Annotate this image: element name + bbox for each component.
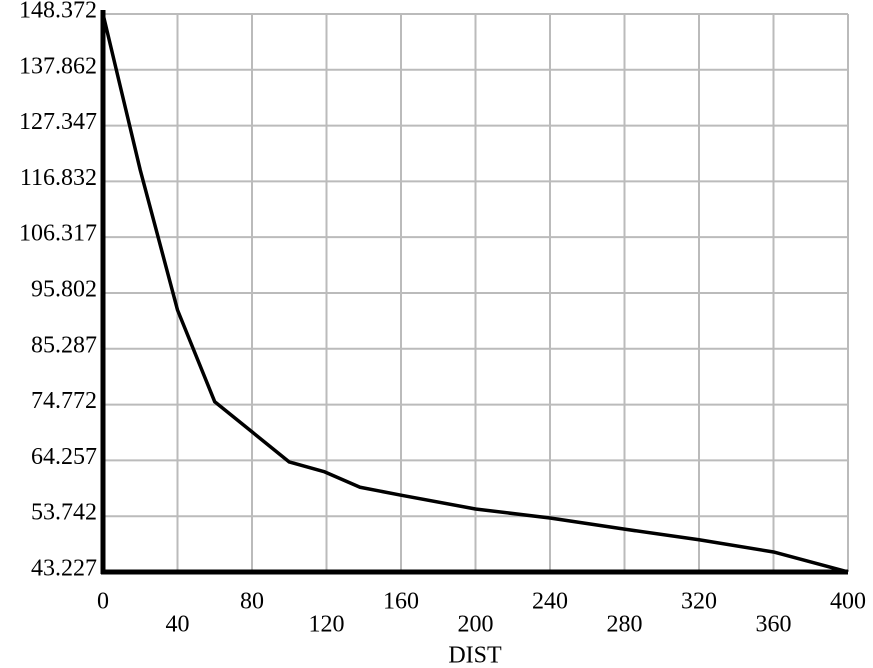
x-tick-label: 400 <box>830 589 866 615</box>
y-tick-label: 43.227 <box>31 556 97 582</box>
x-tick-label: 40 <box>166 612 190 638</box>
y-tick-label: 53.742 <box>31 500 97 526</box>
y-tick-label: 64.257 <box>31 444 97 470</box>
y-tick-label: 127.347 <box>19 109 97 135</box>
x-tick-label: 280 <box>607 612 643 638</box>
x-tick-label: 240 <box>532 589 568 615</box>
x-tick-label: 320 <box>681 589 717 615</box>
y-tick-label: 85.287 <box>31 332 97 358</box>
x-tick-label: 80 <box>240 589 264 615</box>
data-line <box>101 13 849 574</box>
x-axis-label: DIST <box>448 643 502 668</box>
y-tick-label: 116.832 <box>20 165 97 191</box>
x-tick-label: 0 <box>97 589 109 615</box>
y-tick-label: 74.772 <box>31 388 97 414</box>
x-tick-label: 360 <box>756 612 792 638</box>
y-tick-label: 106.317 <box>19 221 97 247</box>
y-tick-label: 148.372 <box>19 0 97 24</box>
y-tick-label: 137.862 <box>19 53 97 79</box>
x-tick-label: 160 <box>383 589 419 615</box>
y-tick-label: 95.802 <box>31 276 97 302</box>
x-tick-label: 200 <box>458 612 494 638</box>
x-tick-label: 120 <box>309 612 345 638</box>
